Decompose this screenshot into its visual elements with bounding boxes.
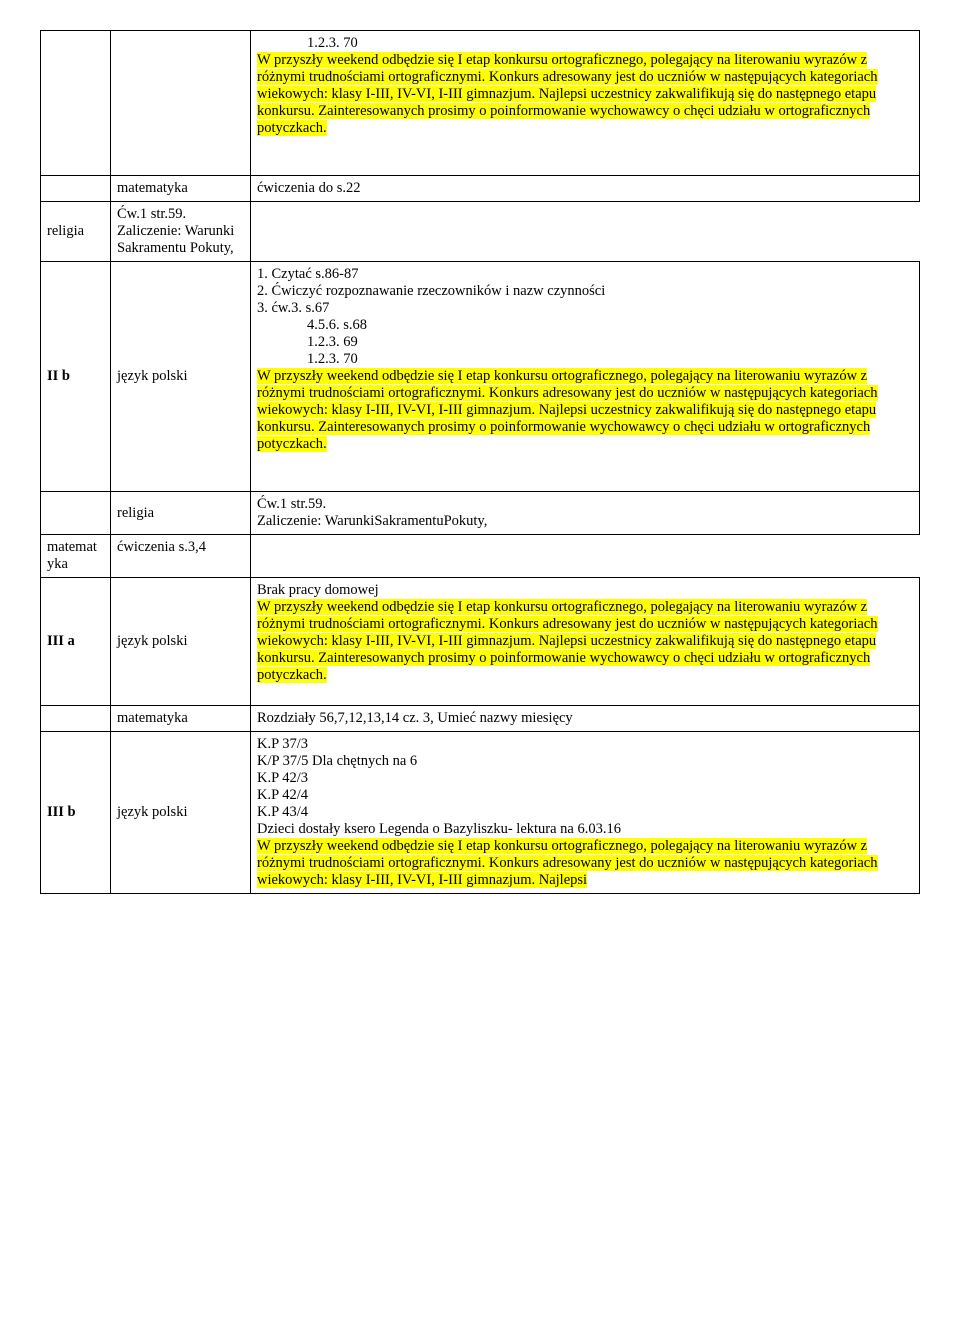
content-text: K.P 42/3 [257,770,308,786]
group-cell: II b [41,262,111,492]
group-cell: III a [41,578,111,706]
content-text: 2. Ćwiczyć rozpoznawanie rzeczowników i … [257,283,605,299]
content-cell: Rozdziały 56,7,12,13,14 cz. 3, Umieć naz… [251,706,920,732]
table-row: III bjęzyk polskiK.P 37/3K/P 37/5 Dla ch… [41,732,920,894]
group-cell [41,31,111,176]
table-row: 1.2.3. 70W przyszły weekend odbędzie się… [41,31,920,176]
table-row: III ajęzyk polskiBrak pracy domowejW prz… [41,578,920,706]
subject-cell: matematyka [41,535,111,578]
content-text: Brak pracy domowej [257,582,379,598]
content-cell: Ćw.1 str.59.Zaliczenie: Warunki Sakramen… [111,202,251,262]
table-row: II bjęzyk polski1. Czytać s.86-872. Ćwic… [41,262,920,492]
content-indent-item: 1.2.3. 69 [257,334,913,351]
content-text: K.P 42/4 [257,787,308,803]
content-text: ćwiczenia s.3,4 [117,539,206,555]
content-text: Zaliczenie: WarunkiSakramentuPokuty, [257,513,487,529]
content-cell: K.P 37/3K/P 37/5 Dla chętnych na 6K.P 42… [251,732,920,894]
group-cell [41,176,111,202]
subject-cell: religia [111,492,251,535]
assignment-table: 1.2.3. 70W przyszły weekend odbędzie się… [40,30,920,894]
content-indent-item: 4.5.6. s.68 [257,317,913,334]
content-text: Ćw.1 str.59. [117,206,186,222]
subject-cell: religia [41,202,111,262]
subject-cell: język polski [111,578,251,706]
content-highlight: W przyszły weekend odbędzie się I etap k… [257,368,878,452]
content-text: K.P 37/3 [257,736,308,752]
table-row: matematyka ćwiczenia s.3,4 [41,535,920,578]
content-text: Dzieci dostały ksero Legenda o Bazyliszk… [257,821,621,837]
content-cell: 1.2.3. 70W przyszły weekend odbędzie się… [251,31,920,176]
subject-cell: matematyka [111,706,251,732]
content-text: ćwiczenia do s.22 [257,180,360,196]
content-text: 3. ćw.3. s.67 [257,300,329,316]
subject-cell: język polski [111,262,251,492]
content-text: K.P 43/4 [257,804,308,820]
content-cell: ćwiczenia s.3,4 [111,535,251,578]
table-row: religiaĆw.1 str.59.Zaliczenie: WarunkiSa… [41,492,920,535]
content-highlight: W przyszły weekend odbędzie się I etap k… [257,599,878,683]
content-text: K/P 37/5 Dla chętnych na 6 [257,753,417,769]
table-row: religiaĆw.1 str.59.Zaliczenie: Warunki S… [41,202,920,262]
content-cell: ćwiczenia do s.22 [251,176,920,202]
content-text: Ćw.1 str.59. [257,496,326,512]
subject-cell: język polski [111,732,251,894]
subject-cell: matematyka [111,176,251,202]
content-indent-item: 1.2.3. 70 [257,351,913,368]
group-cell: III b [41,732,111,894]
content-highlight: W przyszły weekend odbędzie się I etap k… [257,838,878,888]
content-text: Rozdziały 56,7,12,13,14 cz. 3, Umieć naz… [257,710,573,726]
group-cell [41,706,111,732]
subject-cell [111,31,251,176]
content-cell: 1. Czytać s.86-872. Ćwiczyć rozpoznawani… [251,262,920,492]
table-row: matematyka Rozdziały 56,7,12,13,14 cz. 3,… [41,706,920,732]
group-cell [41,492,111,535]
table-row: matematyka ćwiczenia do s.22 [41,176,920,202]
content-text: 1. Czytać s.86-87 [257,266,358,282]
content-text: Zaliczenie: Warunki Sakramentu Pokuty, [117,223,234,256]
content-highlight: W przyszły weekend odbędzie się I etap k… [257,52,878,136]
content-cell: Ćw.1 str.59.Zaliczenie: WarunkiSakrament… [251,492,920,535]
content-cell: Brak pracy domowejW przyszły weekend odb… [251,578,920,706]
content-indent-item: 1.2.3. 70 [257,35,913,52]
